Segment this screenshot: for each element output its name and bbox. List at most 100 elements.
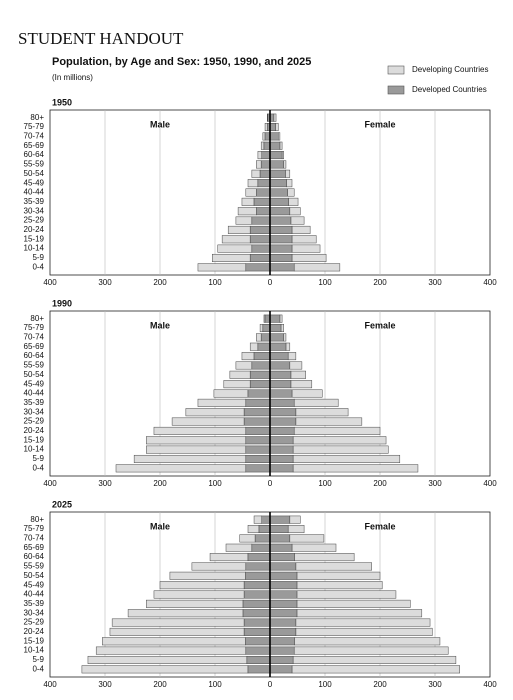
bar-developed <box>251 543 271 552</box>
bar-developing <box>264 123 268 132</box>
bar-developed <box>269 436 294 445</box>
bar-developing <box>296 609 423 618</box>
bar-developed <box>269 543 293 552</box>
bar-developing <box>197 263 247 272</box>
bar-developing <box>102 637 246 646</box>
bar-developing <box>288 197 299 206</box>
age-label: 80+ <box>30 314 44 323</box>
bar-developed <box>243 581 271 590</box>
bar-developing <box>296 590 397 599</box>
bar-developing <box>293 263 341 272</box>
bar-developed <box>249 235 271 244</box>
age-label: 15-19 <box>24 636 45 645</box>
x-tick-label: 300 <box>98 479 112 488</box>
bar-developing <box>241 197 255 206</box>
age-label: 55-59 <box>24 160 45 169</box>
age-label: 30-34 <box>24 206 45 215</box>
age-label: 30-34 <box>24 407 45 416</box>
age-label: 5-9 <box>32 454 44 463</box>
bar-developed <box>258 525 271 534</box>
bar-developing <box>223 380 251 389</box>
x-tick-label: 100 <box>318 278 332 287</box>
bar-developed <box>269 562 297 571</box>
bar-developing <box>275 123 279 132</box>
bar-developing <box>291 253 327 262</box>
bar-developing <box>293 426 381 435</box>
age-label: 5-9 <box>32 655 44 664</box>
header: STUDENT HANDOUT <box>18 29 184 48</box>
bar-developing <box>245 188 257 197</box>
bar-developing <box>191 562 247 571</box>
bar-developing <box>212 253 251 262</box>
bar-developing <box>280 324 284 333</box>
bar-developing <box>295 562 373 571</box>
x-tick-label: 0 <box>268 278 273 287</box>
bar-developing <box>171 417 245 426</box>
bar-developing <box>153 426 247 435</box>
bar-developing <box>257 151 262 160</box>
x-tick-label: 400 <box>43 479 57 488</box>
bar-developing <box>296 581 383 590</box>
bar-developing <box>285 342 291 351</box>
bar-developed <box>269 445 294 454</box>
bar-developing <box>287 352 297 361</box>
age-label: 70-74 <box>24 332 45 341</box>
bar-developed <box>269 179 287 188</box>
age-label: 80+ <box>30 515 44 524</box>
age-label: 65-69 <box>24 543 45 552</box>
age-label: 25-29 <box>24 417 45 426</box>
age-label: 5-9 <box>32 253 44 262</box>
bar-developed <box>245 637 271 646</box>
bar-developing <box>146 436 247 445</box>
bar-developing <box>197 398 247 407</box>
bar-developed <box>245 646 271 655</box>
title: Population, by Age and Sex: 1950, 1990, … <box>52 56 311 68</box>
age-label: 55-59 <box>24 361 45 370</box>
bar-developed <box>251 216 271 225</box>
x-tick-label: 200 <box>373 680 387 689</box>
bar-developed <box>247 389 271 398</box>
x-tick-label: 400 <box>483 278 497 287</box>
bar-developed <box>245 464 271 473</box>
bar-developed <box>269 141 281 150</box>
bar-developing <box>290 380 313 389</box>
bar-developed <box>269 637 295 646</box>
bar-developed <box>269 216 292 225</box>
bar-developing <box>295 417 363 426</box>
age-label: 60-64 <box>24 150 45 159</box>
bar-developed <box>247 553 271 562</box>
bar-developing <box>221 235 251 244</box>
bar-developing <box>262 132 266 141</box>
bar-developed <box>243 408 271 417</box>
age-label: 70-74 <box>24 131 45 140</box>
bar-developed <box>242 599 271 608</box>
bar-developed <box>269 361 291 370</box>
age-label: 20-24 <box>24 426 45 435</box>
age-label: 35-39 <box>24 599 45 608</box>
bar-developed <box>257 342 271 351</box>
bar-developed <box>257 179 271 188</box>
bar-developed <box>249 225 271 234</box>
bar-developed <box>249 380 271 389</box>
bar-developing <box>133 454 247 463</box>
x-tick-label: 100 <box>318 479 332 488</box>
bar-developed <box>245 436 271 445</box>
legend-swatch <box>387 85 405 95</box>
bar-developing <box>295 627 433 636</box>
bar-developed <box>253 197 271 206</box>
bar-developed <box>261 515 271 524</box>
age-label: 40-44 <box>24 590 45 599</box>
bar-developed <box>269 123 276 132</box>
bar-developed <box>269 525 289 534</box>
bar-developing <box>217 244 253 253</box>
bar-developed <box>245 445 271 454</box>
bar-developing <box>296 571 381 580</box>
bar-developed <box>269 380 292 389</box>
bar-developing <box>213 389 249 398</box>
bar-developed <box>259 169 271 178</box>
chart-title: 1990 <box>52 298 72 308</box>
bar-developed <box>260 160 271 169</box>
male-label: Male <box>150 521 170 531</box>
x-tick-label: 300 <box>428 479 442 488</box>
bar-developing <box>260 141 265 150</box>
